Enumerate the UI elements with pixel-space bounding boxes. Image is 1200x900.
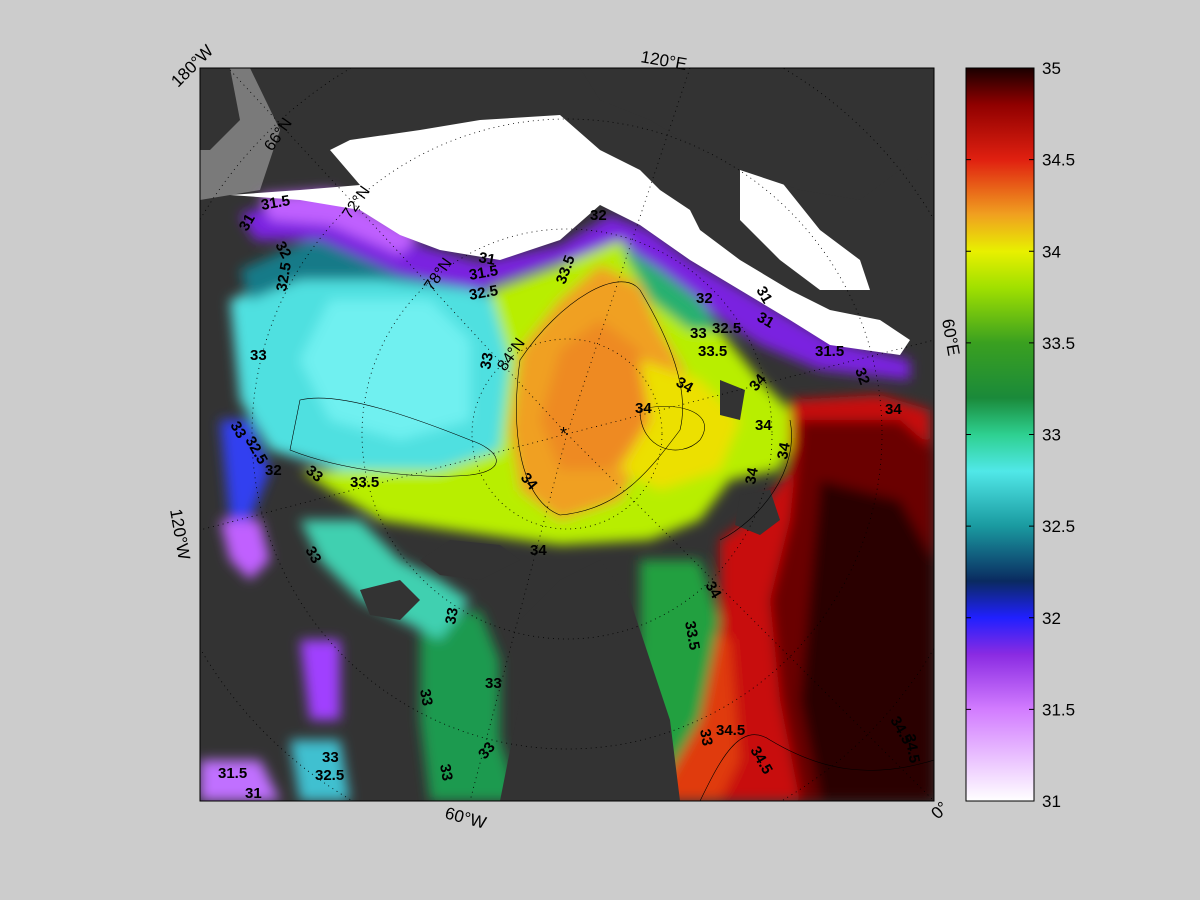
contour-label: 32 [272, 239, 295, 262]
contour-label: 31.5 [468, 262, 500, 284]
contour-label: 32.5 [468, 282, 500, 304]
contour-label: 34.5 [901, 733, 923, 765]
contour-label: 34 [673, 374, 697, 397]
contour-label: 33.5 [698, 343, 727, 360]
contour-label: 34 [774, 441, 794, 461]
contour-label: 31.5 [260, 192, 292, 214]
colorbar-tick-label: 31.5 [1042, 700, 1075, 719]
contour-label: 33 [227, 419, 250, 442]
contour-label: 33 [690, 325, 707, 342]
colorbar-tick-label: 33.5 [1042, 334, 1075, 353]
contour-label: 33 [442, 606, 462, 625]
contour-label: 33 [250, 347, 267, 364]
colorbar-tick-label: 31 [1042, 792, 1061, 811]
colorbar: 35 34.5 34 33.5 33 32.5 32 31.5 31 [965, 59, 1075, 811]
parallel-84N [471, 338, 663, 530]
parallel-72N [251, 118, 883, 750]
contour-label: 31.5 [218, 765, 247, 782]
contour-label: 31 [753, 284, 776, 307]
contour-label: 32.5 [315, 767, 344, 784]
contour-label: 33 [322, 749, 339, 766]
contour-label: 32 [590, 207, 607, 224]
contour-label: 34.5 [716, 722, 745, 739]
colorbar-tick-label: 34.5 [1042, 151, 1075, 170]
meridian-60E [566, 339, 934, 435]
contour-label: 34 [530, 542, 547, 559]
salinity-map: * 3131.53232.53131.532.533.532313232.533… [200, 68, 934, 802]
contour-label: 33.5 [350, 474, 379, 491]
contour-label: 33 [436, 763, 456, 782]
sea-ice [230, 115, 910, 355]
lon-label-60e: 60°E [938, 317, 963, 357]
contour-lines [289, 281, 934, 801]
lon-label-0: 0° [927, 798, 952, 823]
contour-label: 34 [742, 466, 762, 486]
colorbar-ticks: 35 34.5 34 33.5 33 32.5 32 31.5 31 [966, 59, 1075, 811]
land [200, 68, 934, 801]
contour-label: 32 [696, 290, 713, 307]
contour-label: 33 [485, 675, 502, 692]
contour-label: 31 [477, 249, 496, 269]
contour-label: 34 [702, 579, 725, 603]
colorbar-tick-label: 34 [1042, 242, 1061, 261]
contour-label: 33 [696, 728, 716, 747]
lon-label-60w: 60°W [443, 804, 488, 833]
contour-label: 33.5 [681, 620, 703, 652]
colorbar-bar [965, 67, 1035, 802]
contour-label: 34 [635, 400, 652, 417]
contour-label: 32.5 [712, 320, 741, 337]
contour-label: 32.5 [273, 261, 295, 293]
map-frame [199, 67, 935, 802]
north-pole-marker: * [560, 424, 567, 444]
contour-labels: 3131.53232.53131.532.533.532313232.53333… [218, 192, 923, 802]
sea-ice-patch [740, 150, 870, 290]
contour-label: 31 [245, 785, 262, 802]
contour-label: 33 [416, 688, 436, 707]
contour-label: 31.5 [815, 343, 844, 360]
contour-label: 33 [477, 351, 497, 370]
graticule [200, 68, 934, 801]
contour-label: 31 [236, 211, 259, 234]
contour-label: 31 [754, 309, 777, 332]
colorbar-tick-label: 32.5 [1042, 517, 1075, 536]
lon-label-120w: 120°W [166, 507, 194, 561]
contour-label: 33 [302, 544, 325, 567]
colorbar-tick-label: 32 [1042, 609, 1061, 628]
parallel-78N [361, 228, 773, 640]
contour-label: 32 [265, 462, 282, 479]
contour-label: 32 [851, 366, 873, 387]
colorbar-tick-label: 35 [1042, 59, 1061, 78]
contour-label: 34 [885, 401, 902, 418]
colorbar-tick-label: 33 [1042, 426, 1061, 445]
contour-label: 34 [755, 417, 772, 434]
